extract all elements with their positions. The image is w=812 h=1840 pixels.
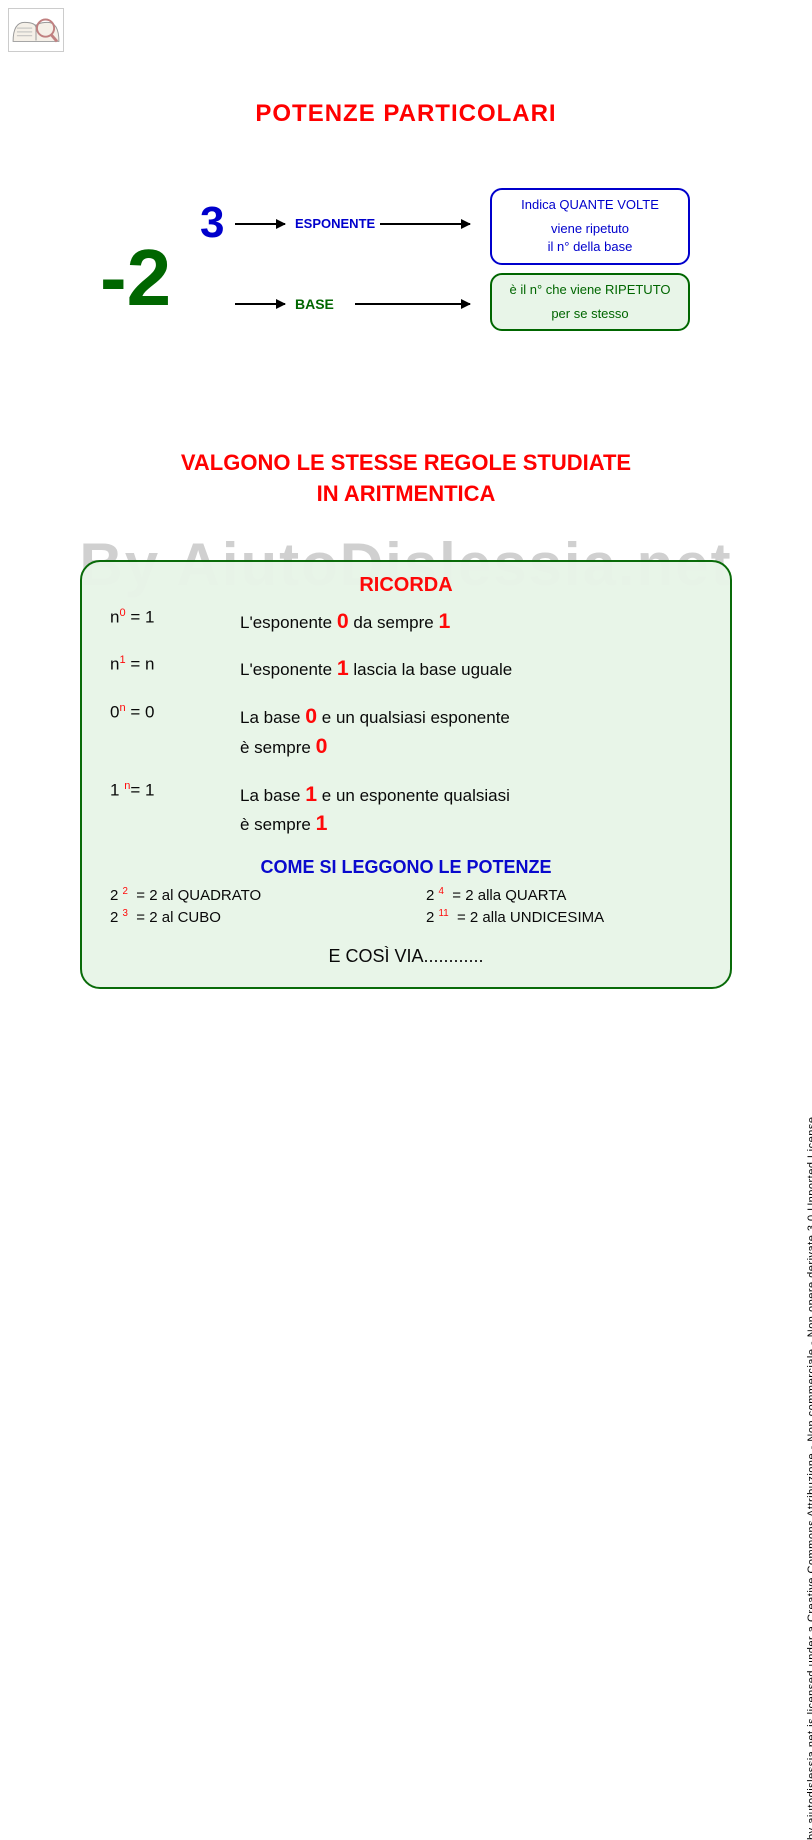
exponent-label: ESPONENTE [295,216,375,231]
reading-row: 2 11 = 2 alla UNDICESIMA [426,908,702,926]
arrow-icon [235,303,285,305]
remember-title: RICORDA [110,574,702,597]
rule-row: n1 = n L'esponente 1 lascia la base ugua… [110,654,702,684]
text: per se stesso [502,305,678,323]
base-label: BASE [295,296,334,312]
text: IN ARITMENTICA [317,481,496,506]
arrow-icon [380,223,470,225]
rule-expression: n1 = n [110,654,240,675]
and-so-on: E COSÌ VIA............ [110,946,702,967]
text: è il n° che viene RIPETUTO [502,281,678,299]
reading-row: 2 4 = 2 alla QUARTA [426,886,702,904]
arrow-icon [355,303,470,305]
license-text: by aiutodislessia.net is licensed under … [806,1113,812,1840]
rule-text: L'esponente 0 da sempre 1 [240,607,702,637]
subtitle: VALGONO LE STESSE REGOLE STUDIATE IN ARI… [60,448,752,510]
exponent-number: 3 [200,198,224,248]
base-definition-box: è il n° che viene RIPETUTO per se stesso [490,273,690,331]
reading-grid: 2 2 = 2 al QUADRATO 2 3 = 2 al CUBO 2 4 … [110,886,702,930]
text: VALGONO LE STESSE REGOLE STUDIATE [181,450,631,475]
rule-row: 0n = 0 La base 0 e un qualsiasi esponent… [110,702,702,762]
rule-expression: n0 = 1 [110,607,240,628]
exponent-definition-box: Indica QUANTE VOLTE viene ripetuto il n°… [490,188,690,265]
text: Indica QUANTE VOLTE [502,196,678,214]
rule-expression: 0n = 0 [110,702,240,723]
rule-row: 1 n= 1 La base 1 e un esponente qualsias… [110,780,702,840]
rule-text: La base 0 e un qualsiasi esponente è sem… [240,702,702,762]
base-number: -2 [100,238,171,318]
reading-row: 2 3 = 2 al CUBO [110,908,386,926]
page-title: POTENZE PARTICOLARI [60,100,752,128]
power-diagram: -2 3 ESPONENTE BASE Indica QUANTE VOLTE … [60,178,752,378]
rule-text: L'esponente 1 lascia la base uguale [240,654,702,684]
rule-text: La base 1 e un esponente qualsiasi è sem… [240,780,702,840]
text: viene ripetuto [502,220,678,238]
reading-title: COME SI LEGGONO LE POTENZE [110,857,702,878]
rule-expression: 1 n= 1 [110,780,240,801]
text: il n° della base [502,238,678,256]
arrow-icon [235,223,285,225]
reading-row: 2 2 = 2 al QUADRATO [110,886,386,904]
logo-icon [8,8,64,52]
rule-row: n0 = 1 L'esponente 0 da sempre 1 [110,607,702,637]
remember-box: RICORDA n0 = 1 L'esponente 0 da sempre 1… [80,560,732,990]
